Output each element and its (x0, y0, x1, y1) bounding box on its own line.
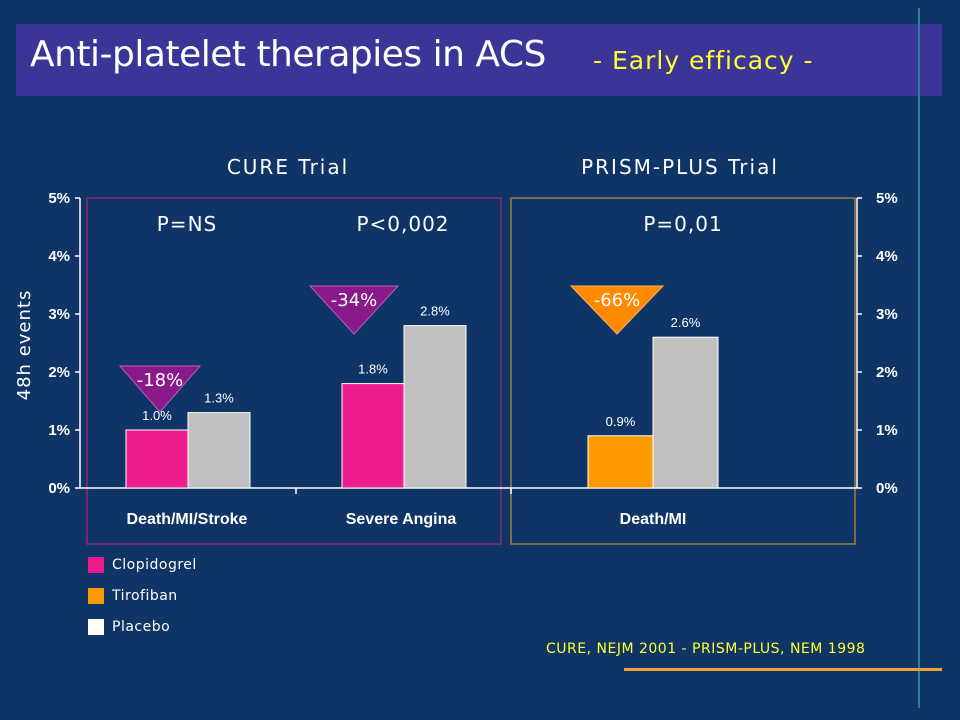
y-tick-label-right: 3% (876, 306, 898, 323)
prism-trial-box (510, 197, 856, 545)
p-value-label: P=NS (157, 212, 217, 236)
reduction-label: -18% (137, 370, 184, 391)
category-label: Death/MI (620, 511, 687, 528)
category-label: Death/MI/Stroke (127, 511, 248, 528)
slide-subtitle: - Early efficacy - (593, 46, 814, 75)
data-label: 1.8% (358, 362, 388, 377)
legend-swatch-tirofiban (88, 588, 104, 604)
decorative-vertical-line (918, 8, 920, 708)
bar-tirofiban (587, 435, 654, 489)
trial-title: PRISM-PLUS Trial (581, 155, 779, 179)
y-tick-label-left: 4% (48, 248, 70, 265)
y-tick-label-right: 1% (876, 422, 898, 439)
data-label: 2.8% (420, 304, 450, 319)
source-citation: CURE, NEJM 2001 - PRISM-PLUS, NEM 1998 (546, 641, 866, 657)
bar-placebo (187, 412, 251, 489)
reduction-triangle (118, 365, 202, 413)
bar-clopidogrel (341, 383, 405, 489)
legend-swatch-clopidogrel (88, 557, 104, 573)
y-tick-label-right: 5% (876, 190, 898, 207)
reduction-label: -66% (594, 290, 641, 311)
data-label: 2.6% (671, 315, 701, 330)
p-value-label: P<0,002 (356, 212, 449, 236)
source-underline (624, 668, 942, 671)
y-tick-label-left: 1% (48, 422, 70, 439)
reduction-triangle (308, 285, 400, 335)
y-tick-label-right: 4% (876, 248, 898, 265)
reduction-label: -34% (331, 290, 378, 311)
legend-label: Placebo (112, 619, 171, 635)
cure-trial-box (86, 197, 502, 545)
y-tick-label-right: 0% (876, 480, 898, 497)
title-bar: Anti-platelet therapies in ACS - Early e… (16, 24, 942, 96)
y-tick-label-left: 2% (48, 364, 70, 381)
slide-title: Anti-platelet therapies in ACS (30, 34, 546, 75)
y-tick-label-right: 2% (876, 364, 898, 381)
category-label: Severe Angina (346, 511, 457, 528)
y-tick-label-left: 3% (48, 306, 70, 323)
bar-placebo (652, 336, 719, 489)
legend-label: Tirofiban (112, 588, 178, 604)
y-tick-label-left: 0% (48, 480, 70, 497)
trial-title: CURE Trial (227, 155, 349, 179)
legend-label: Clopidogrel (112, 557, 197, 573)
reduction-triangle (569, 285, 665, 335)
y-axis-label: 48h events (14, 290, 35, 401)
bar-clopidogrel (125, 429, 189, 489)
bar-placebo (403, 325, 467, 489)
data-label: 1.3% (204, 391, 234, 406)
y-tick-label-left: 5% (48, 190, 70, 207)
data-label: 1.0% (142, 408, 172, 423)
legend-swatch-placebo (88, 619, 104, 635)
data-label: 0.9% (606, 414, 636, 429)
p-value-label: P=0,01 (643, 212, 722, 236)
